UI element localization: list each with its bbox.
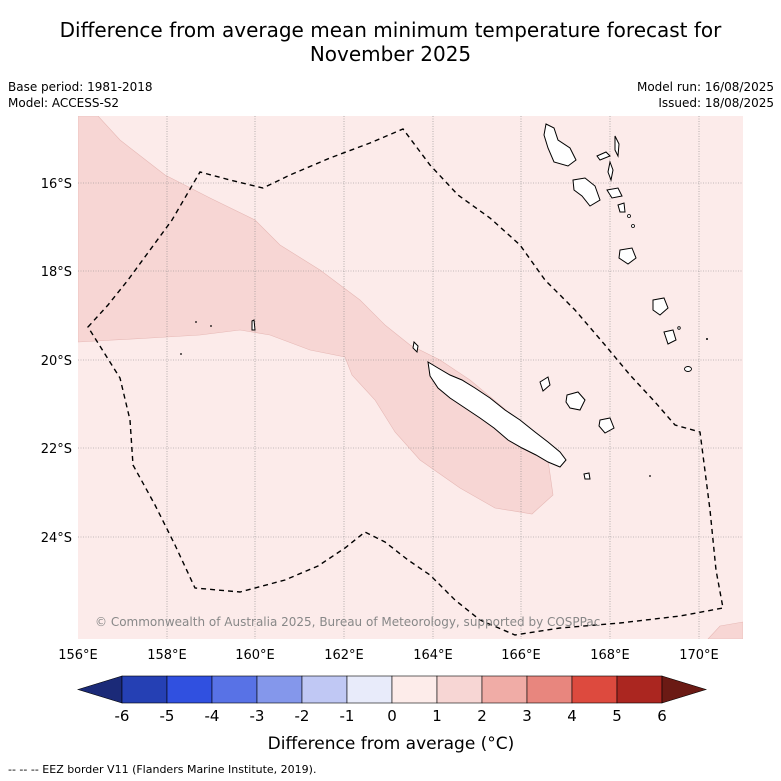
- mare-island: [598, 417, 615, 434]
- reef-dot: [210, 325, 212, 327]
- issued-date: Issued: 18/08/2025: [658, 96, 774, 110]
- colorbar-tick-label: 0: [387, 707, 397, 725]
- map-layers: © Commonwealth of Australia 2025, Bureau…: [78, 116, 743, 639]
- lon-label: 168°E: [590, 648, 630, 663]
- pentecost-island: [607, 160, 614, 182]
- lat-label: 22°S: [41, 442, 72, 457]
- copyright-text: © Commonwealth of Australia 2025, Bureau…: [95, 615, 600, 629]
- meta-left: Base period: 1981-2018 Model: ACCESS-S2: [8, 79, 153, 111]
- colorbar-tick-label: 3: [522, 707, 532, 725]
- maewo-island: [614, 135, 620, 158]
- reef-dot: [180, 353, 182, 355]
- colorbar-box: [481, 675, 528, 704]
- lon-label: 164°E: [413, 648, 453, 663]
- title-line-2: November 2025: [309, 42, 472, 66]
- lat-labels: 16°S 18°S 20°S 22°S 24°S: [41, 177, 72, 546]
- new-caledonia-island: [427, 361, 567, 468]
- meta-right: Model run: 16/08/2025 Issued: 18/08/2025: [637, 79, 774, 111]
- lat-label: 16°S: [41, 177, 72, 192]
- reef-dot: [649, 475, 651, 477]
- ouvea-island: [539, 376, 551, 392]
- colorbar-tick-label: 1: [432, 707, 442, 725]
- colorbar-tick-label: 4: [567, 707, 577, 725]
- colorbar-tick-label: -2: [295, 707, 310, 725]
- colorbar-title: Difference from average (°C): [268, 734, 515, 754]
- futuna-island: [677, 326, 681, 330]
- colorbar-extend-high: [661, 675, 708, 704]
- lon-label: 170°E: [679, 648, 719, 663]
- efate-island: [618, 247, 637, 265]
- colorbar-box: [346, 675, 393, 704]
- lon-label: 158°E: [147, 648, 187, 663]
- colorbar-tick-label: -1: [340, 707, 355, 725]
- lon-label: 162°E: [324, 648, 364, 663]
- lat-label: 24°S: [41, 531, 72, 546]
- aneityum-dot: [706, 338, 708, 340]
- ambrym-island: [606, 187, 623, 199]
- colorbar-box: [616, 675, 663, 704]
- chart-title: Difference from average mean minimum tem…: [0, 18, 781, 66]
- epi-island: [617, 202, 626, 213]
- colorbar: -6 -5 -4 -3 -2 -1 0 1 2 3 4 5 6: [76, 675, 708, 725]
- anomaly-band-1-2: [78, 116, 554, 515]
- colorbar-box: [121, 675, 168, 704]
- model-run: Model run: 16/08/2025: [636, 80, 774, 94]
- malekula-island: [572, 177, 601, 207]
- colorbar-box: [256, 675, 303, 704]
- aneityum-island: [684, 366, 692, 372]
- gridlines: [78, 116, 743, 639]
- walpole-island: [583, 472, 591, 480]
- colorbar-box: [391, 675, 438, 704]
- colorbar-box: [166, 675, 213, 704]
- colorbar-tick-label: -3: [250, 707, 265, 725]
- ambae-island: [596, 151, 611, 161]
- lifou-island: [565, 391, 586, 411]
- lon-label: 166°E: [501, 648, 541, 663]
- colorbar-tick-label: 2: [477, 707, 487, 725]
- colorbar-box: [436, 675, 483, 704]
- shepherd-island: [627, 214, 631, 218]
- chesterfield-reef: [251, 319, 256, 331]
- espiritu-santo-island: [543, 123, 577, 167]
- colorbar-box: [571, 675, 618, 704]
- lat-label: 20°S: [41, 354, 72, 369]
- lon-label: 156°E: [58, 648, 98, 663]
- shepherd-island: [631, 224, 635, 228]
- colorbar-tick-label: 6: [657, 707, 667, 725]
- erromango-island: [652, 297, 669, 316]
- anomaly-patch-bottom-right: [707, 621, 743, 639]
- tanna-island: [663, 329, 677, 345]
- model-name: Model: ACCESS-S2: [8, 96, 120, 110]
- colorbar-box: [526, 675, 573, 704]
- lat-label: 18°S: [41, 265, 72, 280]
- colorbar-tick-label: -6: [115, 707, 130, 725]
- colorbar-box: [301, 675, 348, 704]
- colorbar-tick-label: -4: [205, 707, 220, 725]
- base-period: Base period: 1981-2018: [8, 80, 153, 94]
- eez-legend-note: -- -- -- EEZ border V11 (Flanders Marine…: [8, 763, 317, 776]
- lon-label: 160°E: [235, 648, 275, 663]
- belep-island: [412, 340, 419, 354]
- colorbar-box: [211, 675, 258, 704]
- reef-dot: [195, 321, 197, 323]
- title-line-1: Difference from average mean minimum tem…: [59, 18, 722, 42]
- colorbar-extend-low: [76, 675, 123, 704]
- lon-labels: 156°E 158°E 160°E 162°E 164°E 166°E 168°…: [58, 648, 719, 663]
- colorbar-tick-label: 5: [612, 707, 622, 725]
- colorbar-tick-label: -5: [160, 707, 175, 725]
